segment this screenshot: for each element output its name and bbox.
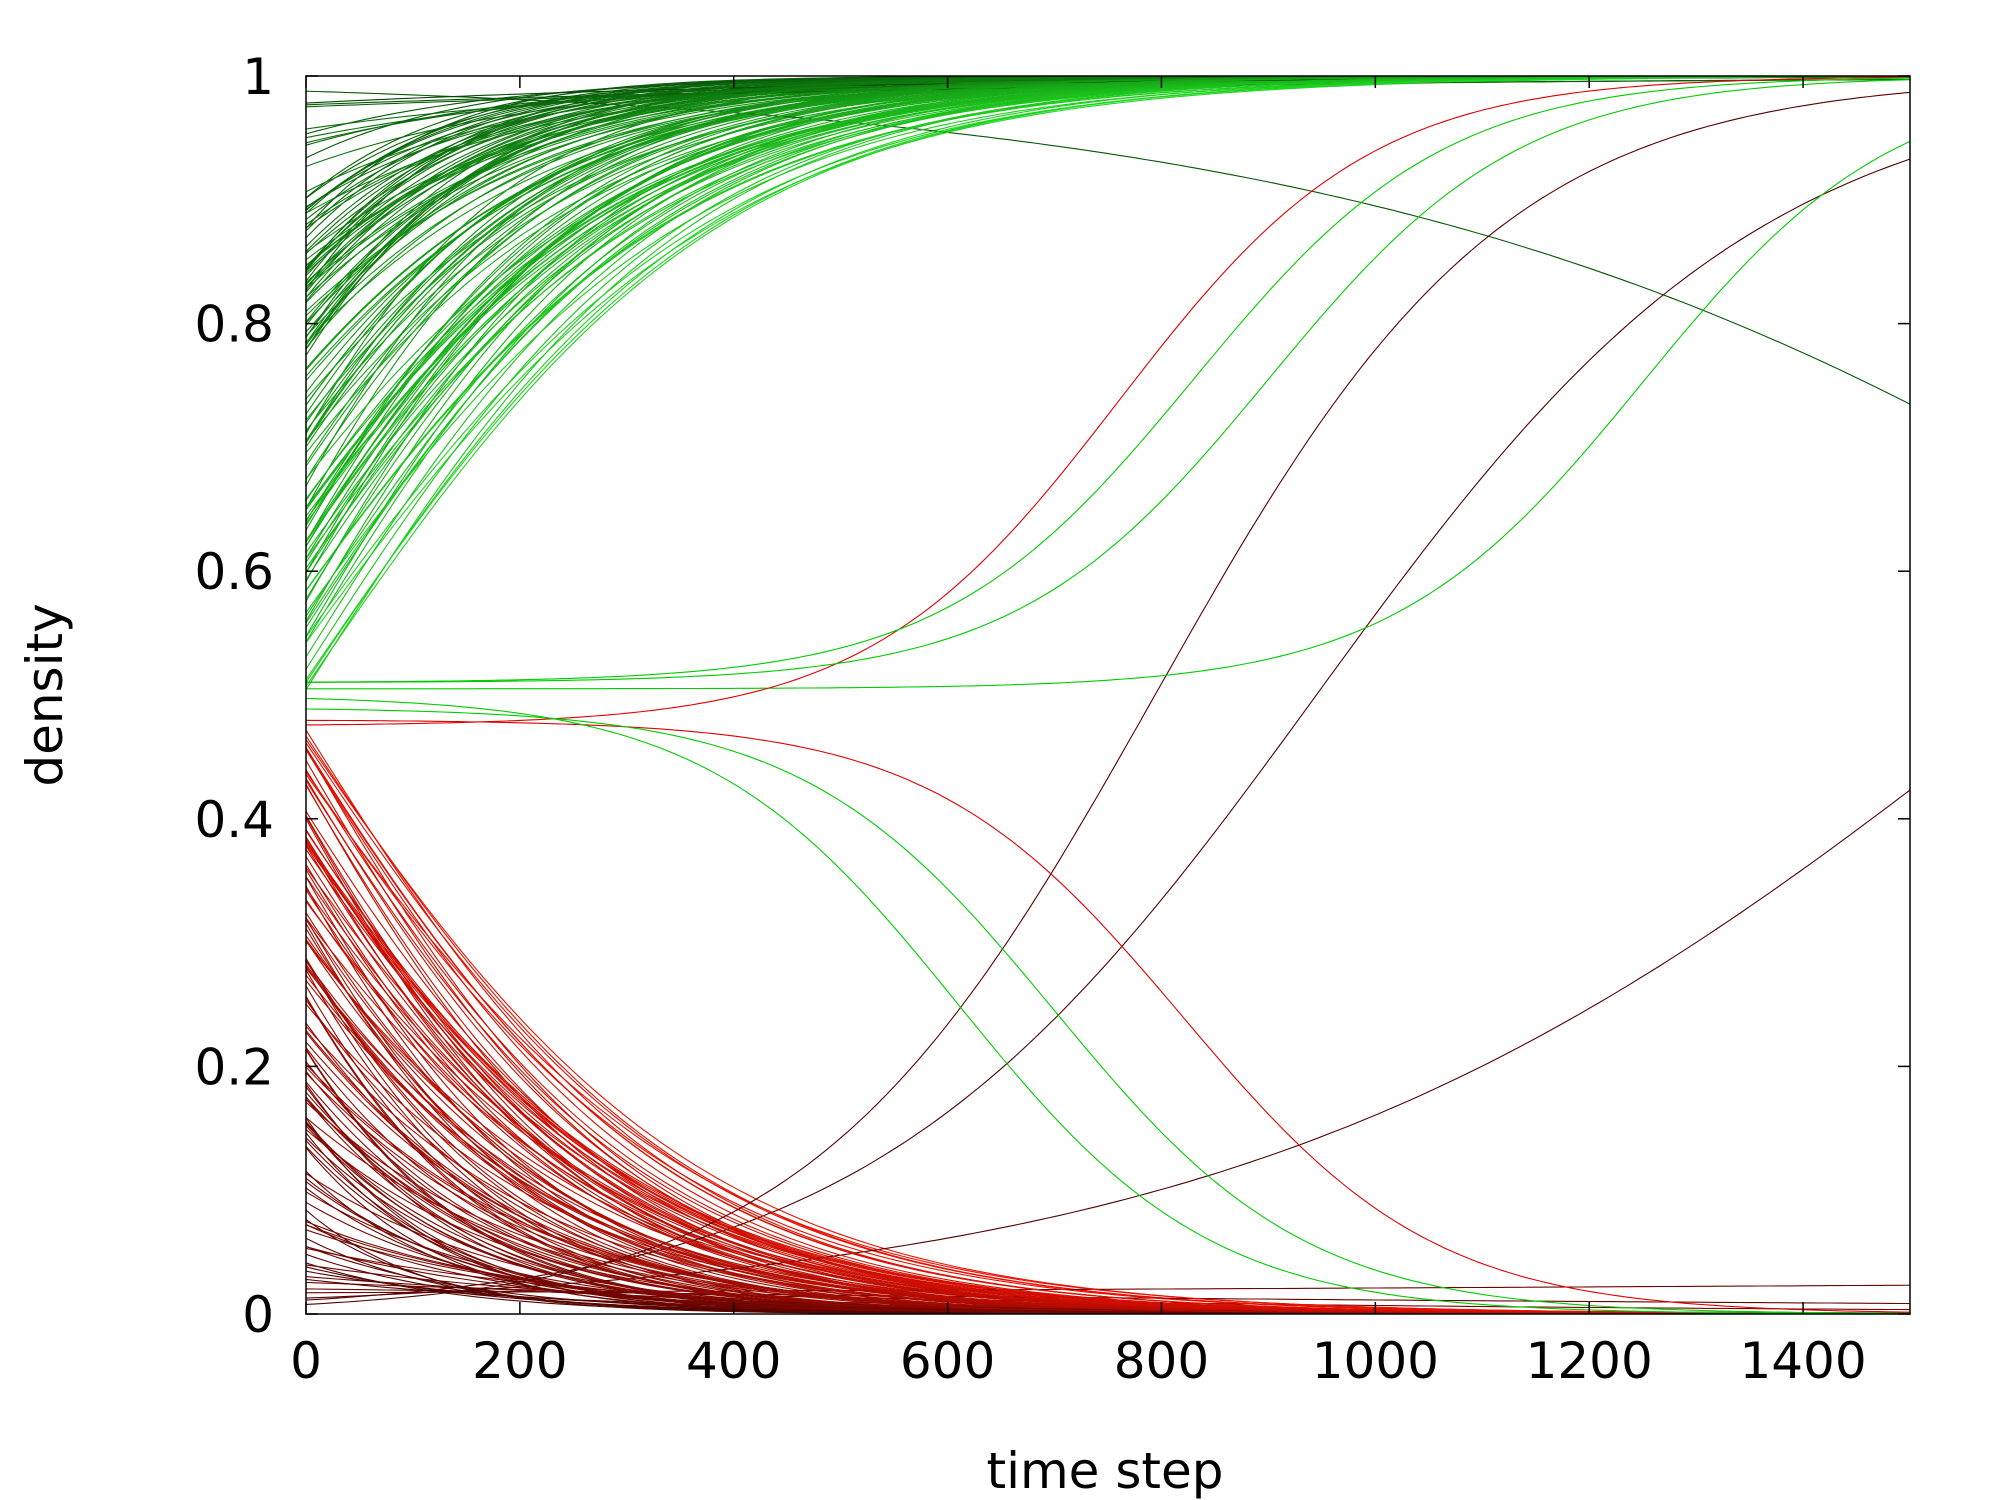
series-line-down (306, 1070, 1910, 1314)
series-line-down (306, 836, 1910, 1314)
series-line-up (306, 76, 1910, 681)
series-line-down (306, 773, 1910, 1314)
series-layer (306, 76, 1910, 1314)
series-line-down (306, 1191, 1910, 1314)
series-line-down (306, 1022, 1910, 1314)
series-line-up (306, 76, 1910, 690)
y-tick-label: 0.8 (194, 296, 274, 354)
series-line-up (306, 76, 1910, 509)
series-line-down (306, 867, 1910, 1314)
tick-labels-layer: 0 200 400 600 800 1000 1200 1400 0 0.2 0.4 0.6 0.8 1 (194, 48, 1866, 1390)
series-line-down (306, 959, 1910, 1314)
series-line-up (306, 76, 1910, 508)
highlight-series-up (306, 79, 1910, 683)
highlight-series-up (306, 76, 1910, 726)
x-tick-label: 600 (900, 1332, 995, 1390)
series-line-up (306, 76, 1910, 487)
series-line-down (306, 789, 1910, 1299)
highlight-series-up (306, 77, 1910, 683)
x-tick-label: 0 (290, 1332, 322, 1390)
series-line-up (306, 76, 1910, 559)
x-tick-label: 1200 (1526, 1332, 1653, 1390)
series-line-up (306, 76, 1910, 563)
series-line-down (306, 869, 1910, 1314)
series-line-up (306, 76, 1910, 687)
highlight-series-up (306, 140, 1910, 690)
series-line-down (306, 961, 1910, 1314)
x-axis-title: time step (986, 1442, 1223, 1500)
series-line-up (306, 90, 1910, 405)
series-line-up (306, 76, 1910, 522)
series-line-down (306, 830, 1910, 1314)
series-line-down (306, 963, 1910, 1314)
series-line-down (306, 840, 1910, 1314)
series-line-down (306, 815, 1910, 1314)
series-line-down (306, 158, 1910, 1301)
series-line-up (306, 76, 1910, 569)
series-line-down (306, 940, 1910, 1314)
series-line-up (306, 76, 1910, 560)
y-tick-label: 0.2 (194, 1038, 274, 1096)
series-line-down (306, 941, 1910, 1314)
highlight-series-down (306, 708, 1910, 1314)
series-line-down (306, 1061, 1910, 1314)
series-line-up (306, 76, 1910, 580)
y-tick-label: 0.4 (194, 791, 274, 849)
x-tick-label: 200 (472, 1332, 567, 1390)
x-tick-label: 1000 (1312, 1332, 1439, 1390)
series-line-up (306, 76, 1910, 524)
series-line-up (306, 76, 1910, 288)
series-line-down (306, 91, 1910, 1305)
series-line-up (306, 76, 1910, 543)
y-tick-label: 0.6 (194, 543, 274, 601)
series-line-up (306, 76, 1910, 638)
plot-frame (305, 75, 1911, 1315)
x-tick-label: 400 (686, 1332, 781, 1390)
series-line-up (306, 76, 1910, 600)
series-line-up (306, 76, 1910, 637)
series-line-down (306, 839, 1910, 1314)
y-axis-title: density (16, 603, 74, 786)
series-line-up (306, 76, 1910, 643)
highlight-series-down (306, 719, 1910, 1313)
ticks-layer (305, 75, 1910, 1315)
series-line-down (306, 939, 1910, 1314)
series-line-up (306, 76, 1910, 521)
series-line-up (306, 76, 1910, 522)
y-tick-label: 0 (242, 1286, 274, 1344)
series-line-down (306, 760, 1910, 1314)
series-line-up (306, 76, 1910, 509)
highlight-series-down (306, 697, 1910, 1314)
series-line-down (306, 1125, 1910, 1314)
series-line-down (306, 839, 1910, 1314)
series-line-down (306, 838, 1910, 1314)
series-line-up (306, 76, 1910, 349)
series-line-down (306, 965, 1910, 1314)
series-line-up (306, 76, 1910, 454)
x-tick-label: 1400 (1739, 1332, 1866, 1390)
series-line-up (306, 76, 1910, 683)
series-line-up (306, 76, 1910, 350)
y-tick-label: 1 (242, 48, 274, 106)
series-line-up (306, 76, 1910, 602)
series-line-up (306, 76, 1910, 613)
x-tick-label: 800 (1114, 1332, 1209, 1390)
series-line-up (306, 76, 1910, 511)
series-line-down (306, 739, 1910, 1314)
